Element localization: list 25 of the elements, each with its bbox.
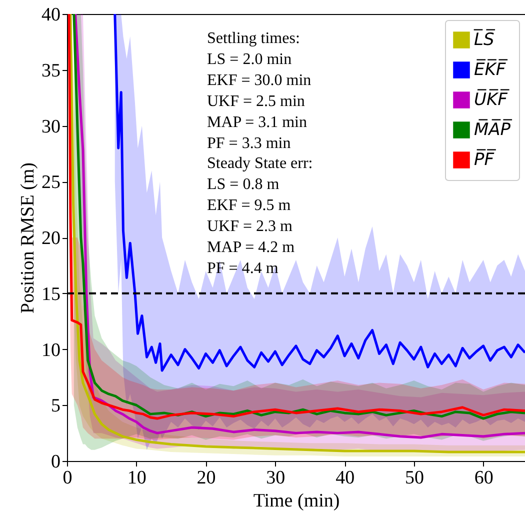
y-tick-label: 20 <box>42 228 60 249</box>
x-tick-label: 50 <box>404 468 424 488</box>
y-tick-label: 15 <box>42 284 60 305</box>
y-tick-label: 35 <box>42 60 60 82</box>
x-tick-label: 10 <box>127 468 146 488</box>
x-tick-label: 20 <box>196 468 216 488</box>
y-tick-label: 5 <box>51 396 60 417</box>
legend-label: L̅S̅ <box>473 28 496 50</box>
legend-label: M̅A̅P̅ <box>474 118 513 140</box>
line-series <box>114 14 525 372</box>
annotation: Settling times: LS = 2.0 min EKF = 30.0 min UKF = 2.5 min MAP = 3.1 min PF = 3.3 min <box>207 30 312 152</box>
legend-label: U̅K̅F̅ <box>474 88 510 110</box>
legend-label: P̅F̅ <box>474 148 497 170</box>
x-tick-label: 60 <box>474 468 494 488</box>
y-tick-label: 30 <box>42 116 60 138</box>
x-tick-label: 30 <box>266 468 286 488</box>
annotation: Steady State err: LS = 0.8 m EKF = 9.5 m UKF = 2.3 m MAP = 4.2 m PF = 4.4 m <box>207 155 313 277</box>
x-axis-title: Time (min) <box>253 490 340 512</box>
x-tick-label: 40 <box>336 468 355 488</box>
y-tick-label: 10 <box>42 340 60 361</box>
y-tick-label: 0 <box>51 452 60 472</box>
y-tick-label: 25 <box>42 172 60 194</box>
y-tick-label: 40 <box>42 4 60 26</box>
legend-label: E̅K̅F̅ <box>474 58 508 80</box>
y-axis-title: Position RMSE (m) <box>18 162 38 314</box>
